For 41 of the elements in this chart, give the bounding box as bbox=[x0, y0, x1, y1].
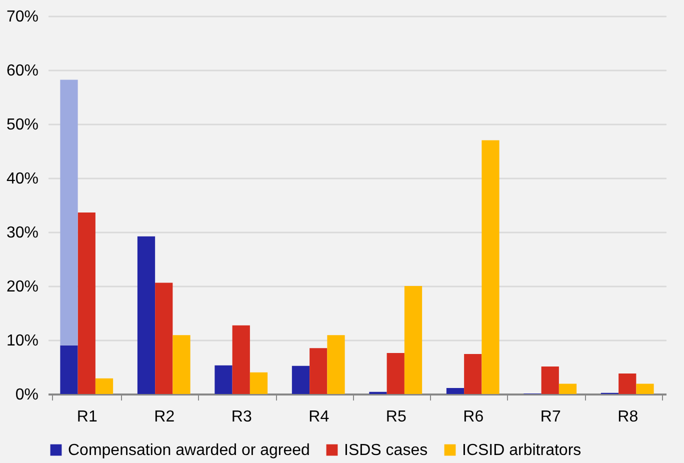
bar bbox=[558, 384, 577, 394]
bar bbox=[464, 354, 482, 394]
bar bbox=[404, 286, 422, 394]
bar bbox=[446, 388, 464, 394]
bar bbox=[172, 335, 190, 394]
x-tick-label: R4 bbox=[308, 408, 330, 426]
bar bbox=[541, 366, 559, 394]
x-tick-label: R5 bbox=[386, 408, 406, 426]
y-tick-label: 10% bbox=[6, 332, 38, 350]
y-tick-label: 50% bbox=[6, 116, 38, 134]
bar bbox=[327, 335, 345, 394]
x-tick-label: R2 bbox=[154, 408, 175, 426]
y-tick-label: 40% bbox=[6, 170, 38, 188]
bar bbox=[78, 212, 96, 394]
bar bbox=[95, 378, 114, 394]
x-tick-label: R8 bbox=[618, 408, 638, 426]
legend-label: ICSID arbitrators bbox=[462, 442, 582, 459]
bar bbox=[618, 373, 636, 394]
bar bbox=[482, 140, 500, 394]
x-tick-label: R6 bbox=[463, 408, 484, 426]
bar bbox=[155, 282, 173, 394]
bar bbox=[232, 325, 250, 394]
legend-label: Compensation awarded or agreed bbox=[68, 442, 310, 459]
x-tick-label: R3 bbox=[231, 408, 252, 426]
x-tick-label: R7 bbox=[540, 408, 561, 426]
y-tick-label: 20% bbox=[6, 278, 38, 296]
bar bbox=[310, 348, 328, 394]
bar bbox=[250, 372, 268, 394]
y-tick-label: 60% bbox=[6, 62, 38, 80]
legend-label: ISDS cases bbox=[344, 442, 428, 459]
bar bbox=[60, 345, 78, 394]
bar bbox=[214, 365, 232, 394]
bar bbox=[386, 352, 404, 394]
y-tick-label: 70% bbox=[6, 8, 38, 26]
x-tick-label: R1 bbox=[76, 408, 98, 426]
y-tick-label: 0% bbox=[15, 386, 38, 404]
bar bbox=[60, 80, 78, 346]
bar bbox=[292, 366, 310, 394]
bar bbox=[137, 236, 156, 394]
y-tick-label: 30% bbox=[6, 224, 38, 242]
bar bbox=[636, 384, 654, 394]
